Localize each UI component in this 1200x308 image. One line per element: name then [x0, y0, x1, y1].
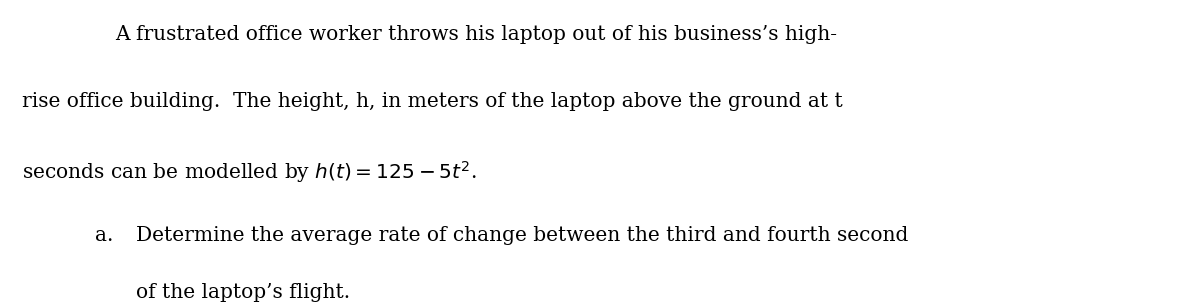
Text: of the laptop’s flight.: of the laptop’s flight. [136, 283, 349, 302]
Text: Determine the average rate of change between the third and fourth second: Determine the average rate of change bet… [136, 226, 908, 245]
Text: A frustrated office worker throws his laptop out of his business’s high-: A frustrated office worker throws his la… [115, 25, 838, 44]
Text: a.: a. [95, 226, 113, 245]
Text: seconds can be modelled by $h(t)=125-5t^2$.: seconds can be modelled by $h(t)=125-5t^… [22, 159, 476, 185]
Text: rise office building.  The height, h, in meters of the laptop above the ground a: rise office building. The height, h, in … [22, 92, 842, 111]
